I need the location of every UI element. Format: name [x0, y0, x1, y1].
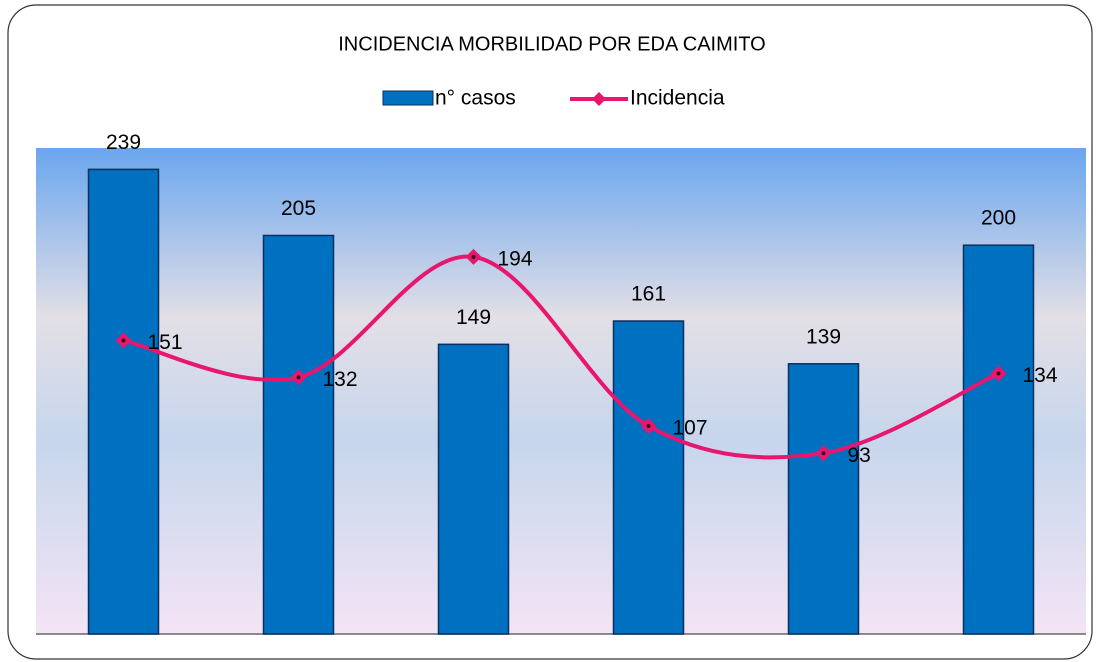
data-label: 151 [148, 331, 183, 354]
data-label: 161 [631, 283, 666, 306]
legend-swatch [382, 90, 434, 106]
bar [787, 363, 860, 635]
bar [612, 320, 685, 635]
line-marker-center [471, 254, 476, 259]
bar [87, 168, 160, 635]
bar [437, 343, 510, 635]
bar [262, 234, 335, 635]
line-marker-center [646, 423, 651, 428]
data-label: 132 [323, 368, 358, 391]
chart-title: INCIDENCIA MORBILIDAD POR EDA CAIMITO [338, 33, 765, 55]
data-label: 149 [456, 306, 491, 329]
legend-label: n° casos [435, 87, 516, 110]
data-label: 205 [281, 197, 316, 220]
line [123, 254, 1000, 460]
line-marker-center [996, 371, 1001, 376]
data-label: 239 [106, 131, 141, 154]
line-marker-center [121, 338, 126, 343]
data-label: 139 [806, 325, 841, 348]
data-label: 200 [981, 207, 1016, 230]
data-label: 194 [498, 247, 533, 270]
data-label: 107 [673, 417, 708, 440]
line-marker-center [296, 375, 301, 380]
line-marker-center [821, 451, 826, 456]
data-label: 134 [1023, 364, 1058, 387]
data-label: 93 [848, 444, 871, 467]
legend-swatch [592, 92, 606, 106]
legend-label: Incidencia [630, 87, 725, 110]
plot-area [36, 148, 1086, 634]
bar [962, 244, 1035, 635]
